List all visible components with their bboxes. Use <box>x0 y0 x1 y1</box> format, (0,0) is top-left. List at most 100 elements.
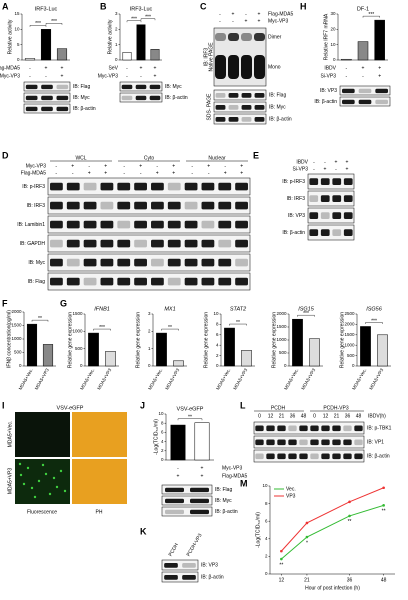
condition-sign: - <box>29 73 31 79</box>
header: PCDH-VP3 <box>323 405 349 411</box>
y-tick-label: 30 <box>330 11 336 16</box>
gfp-cell <box>37 479 41 483</box>
band <box>117 220 131 229</box>
mono-band <box>228 55 239 79</box>
blot-label: IB: Myc <box>28 260 45 266</box>
bar <box>374 19 385 61</box>
y-tick-label: 1000 <box>344 342 355 347</box>
y-axis-label: Relative gene expression <box>339 312 345 368</box>
dimer-band <box>215 33 226 41</box>
mono-band <box>215 55 226 79</box>
header: WCL <box>75 155 86 161</box>
chart-title: VSV-eGFP <box>177 406 204 412</box>
y-tick-label: 4 <box>161 439 164 444</box>
band <box>266 453 275 460</box>
band <box>354 439 363 446</box>
blot-label: IB: p-TBK1 <box>367 425 392 431</box>
band <box>100 182 114 191</box>
condition-sign: - <box>245 11 247 17</box>
band <box>100 239 114 248</box>
condition-sign: + <box>378 65 381 71</box>
band <box>167 201 181 210</box>
band <box>310 439 319 446</box>
chart-title: IFNB1 <box>94 306 110 312</box>
significance: *** <box>145 15 151 21</box>
y-tick-label: 1500 <box>276 324 287 329</box>
band <box>121 95 133 101</box>
condition-name: Flag-MDA5 <box>0 65 20 71</box>
sig-bracket <box>365 322 383 324</box>
band <box>218 277 232 286</box>
condition-sign: + <box>346 159 349 165</box>
blot-strip <box>213 89 267 101</box>
band <box>320 195 330 203</box>
condition-sign: - <box>177 465 179 471</box>
bar <box>122 52 132 61</box>
band <box>235 201 248 210</box>
blot-label: IB: Flag <box>269 92 286 98</box>
y-tick-label: 3 <box>115 11 118 16</box>
y-tick-label: 2 <box>148 329 151 334</box>
band <box>201 239 215 248</box>
band <box>201 182 215 191</box>
condition-sign: + <box>232 11 235 17</box>
band <box>117 258 131 267</box>
x-tick-label: MDA5+VP3 <box>368 367 384 390</box>
blot-label: IB: VP3 <box>201 562 218 568</box>
band <box>149 95 161 101</box>
gfp-cell <box>55 485 59 489</box>
band <box>167 182 181 191</box>
x-tick-label: 48 <box>381 577 387 583</box>
condition-sign: - <box>126 65 128 71</box>
band <box>201 201 215 210</box>
bar <box>357 41 369 61</box>
x-tick-label: 36 <box>347 577 353 583</box>
y-tick-label: 1 <box>115 42 118 47</box>
bar <box>42 344 54 367</box>
condition-sign: - <box>29 65 31 71</box>
y-tick-label: 10 <box>262 483 268 488</box>
band <box>134 220 147 229</box>
panel-letter: I <box>2 400 5 410</box>
band <box>190 498 209 504</box>
column-label: Fluorescence <box>27 509 57 515</box>
band <box>215 105 226 110</box>
row-label: MDA5+VP3 <box>7 468 13 494</box>
blot-strip <box>47 234 251 253</box>
condition-sign: + <box>61 65 64 71</box>
y-tick-label: 0 <box>148 363 151 368</box>
band <box>343 212 353 220</box>
blot-label: Native PAGE <box>208 42 214 72</box>
x-tick-label: 12 <box>279 577 285 583</box>
band <box>255 453 264 460</box>
band <box>165 509 184 515</box>
blot-label: IB: β-actin <box>269 116 292 122</box>
mono-band <box>241 55 252 79</box>
band <box>218 182 232 191</box>
condition-sign: + <box>245 18 248 24</box>
x-tick-label: MDA5+VP3 <box>34 367 50 390</box>
y-tick-label: 1500 <box>11 323 22 328</box>
y-tick-label: 4 <box>216 342 219 347</box>
band <box>288 453 297 460</box>
y-tick-label: 4 <box>265 536 268 541</box>
band <box>218 220 232 229</box>
band <box>66 220 80 229</box>
band <box>165 498 184 504</box>
blot-strip <box>161 484 213 495</box>
band <box>117 277 131 286</box>
band <box>332 439 341 446</box>
gfp-cell <box>19 473 23 477</box>
bar <box>40 29 52 61</box>
band <box>218 201 232 210</box>
y-tick-label: 500 <box>75 346 83 351</box>
band <box>117 201 131 210</box>
legend-label: Vec. <box>286 486 296 492</box>
y-tick-label: 0 <box>161 457 164 462</box>
point <box>305 535 309 539</box>
band <box>151 239 164 248</box>
band <box>50 201 63 210</box>
band <box>182 575 196 580</box>
y-tick-label: 2 <box>265 554 268 559</box>
chart-title: DF-1 <box>357 6 369 12</box>
